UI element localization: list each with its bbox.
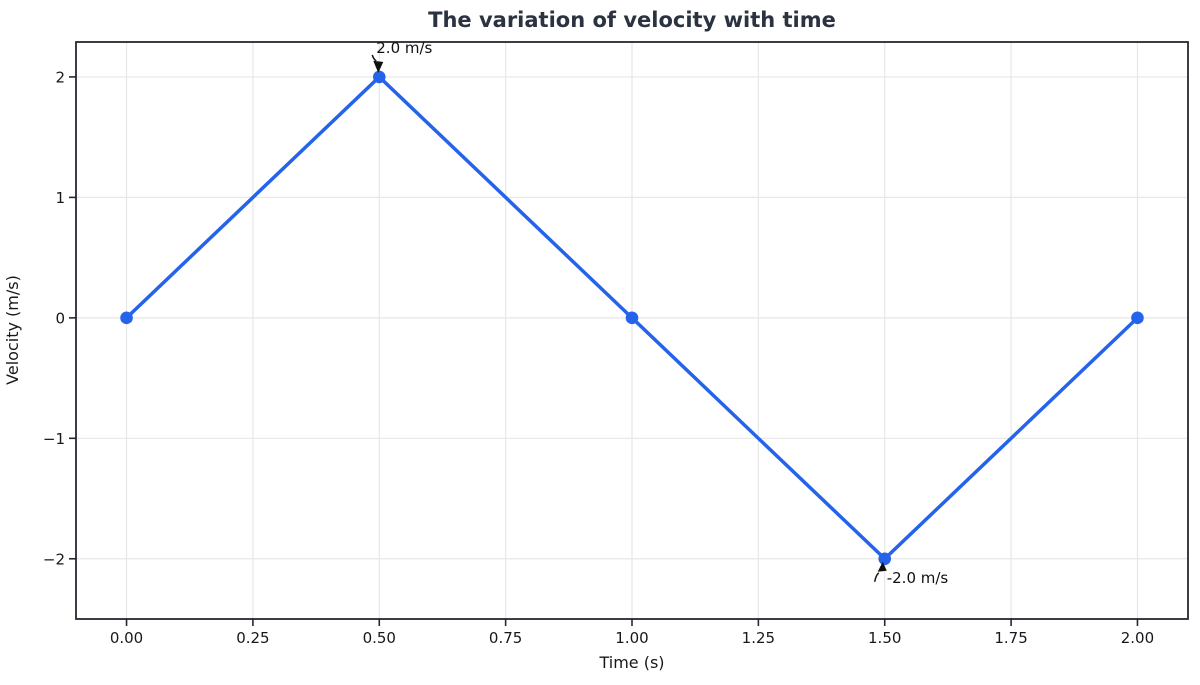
annotation-arrow-head [877,561,887,572]
y-tick-label: 2 [55,68,65,86]
y-tick-label: −1 [43,430,65,448]
x-tick-label: 1.50 [868,629,901,647]
x-tick-label: 1.25 [742,629,775,647]
y-axis-label: Velocity (m/s) [3,275,22,385]
data-point-marker [1131,311,1144,325]
y-tick-label: −2 [43,550,65,568]
y-tick-label: 0 [55,309,65,327]
x-tick-label: 0.75 [489,629,522,647]
y-tick-label: 1 [55,189,65,207]
series-layer [120,70,1144,566]
annotation-arrow-tail [873,572,880,582]
x-tick-label: 0.00 [110,629,143,647]
annotation-text: 2.0 m/s [376,39,432,57]
x-tick-label: 1.00 [615,629,648,647]
tick-layer: 0.00 0.25 0.50 0.75 1.00 1.25 1.50 1.75 2.00 2 1 0 −… [43,68,1154,647]
annotation-arrow-tail [371,54,377,62]
annotation-layer: 2.0 m/s -2.0 m/s [371,39,949,587]
x-tick-label: 0.25 [236,629,269,647]
x-tick-label: 1.75 [994,629,1027,647]
chart-title: The variation of velocity with time [428,8,836,32]
annotation-text: -2.0 m/s [887,569,949,587]
grid-layer [76,42,1188,619]
annotation-arrow-head [373,60,384,73]
x-axis-label: Time (s) [598,653,664,672]
data-point-marker [120,311,133,325]
data-point-marker [372,70,386,84]
data-point-marker [625,311,639,325]
x-tick-label: 0.50 [363,629,396,647]
x-tick-label: 2.00 [1121,629,1154,647]
data-point-marker [878,552,892,566]
